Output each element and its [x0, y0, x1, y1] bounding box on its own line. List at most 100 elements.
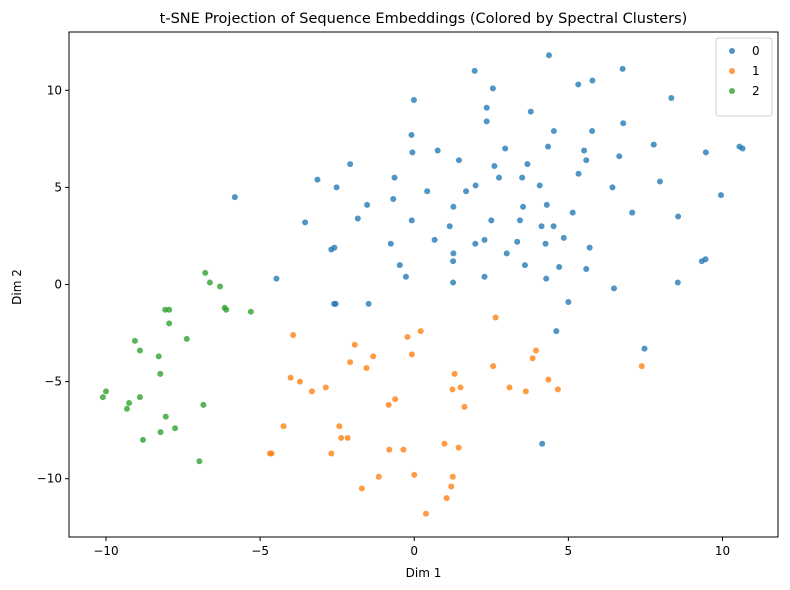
point-cluster-0-45: [450, 203, 457, 210]
point-cluster-0-36: [472, 182, 479, 189]
point-cluster-0-24: [491, 163, 498, 170]
point-cluster-2-10: [131, 337, 138, 344]
y-tick-label-0: −10: [37, 472, 62, 486]
point-cluster-0-57: [446, 223, 453, 230]
point-cluster-0-92: [539, 440, 546, 447]
legend-box: [715, 37, 773, 117]
point-cluster-0-72: [521, 262, 528, 269]
point-cluster-0-89: [565, 298, 572, 305]
point-cluster-0-84: [674, 279, 681, 286]
point-cluster-2-23: [139, 436, 146, 443]
point-cluster-2-11: [136, 347, 143, 354]
x-axis-label: Dim 1: [406, 566, 442, 580]
point-cluster-0-4: [589, 77, 596, 84]
legend-label-1: 1: [752, 64, 760, 78]
point-cluster-0-43: [364, 201, 371, 208]
point-cluster-0-77: [556, 264, 563, 271]
point-cluster-0-54: [569, 209, 576, 216]
point-cluster-0-38: [424, 188, 431, 195]
point-cluster-0-88: [365, 300, 372, 307]
point-cluster-1-23: [554, 386, 561, 393]
point-cluster-1-39: [411, 471, 418, 478]
point-cluster-1-43: [443, 495, 450, 502]
point-cluster-0-19: [650, 141, 657, 148]
point-cluster-0-6: [410, 96, 417, 103]
point-cluster-2-1: [206, 279, 213, 286]
point-cluster-2-8: [166, 320, 173, 327]
point-cluster-0-30: [314, 176, 321, 183]
point-cluster-0-76: [702, 256, 709, 263]
point-cluster-2-20: [162, 413, 169, 420]
point-cluster-0-28: [702, 149, 709, 156]
point-cluster-1-7: [370, 353, 377, 360]
point-cluster-0-59: [550, 223, 557, 230]
point-cluster-0-73: [450, 258, 457, 265]
point-cluster-1-37: [455, 444, 462, 451]
point-cluster-0-47: [543, 201, 550, 208]
point-cluster-0-58: [538, 223, 545, 230]
point-cluster-1-4: [351, 341, 358, 348]
point-cluster-1-35: [400, 446, 407, 453]
point-cluster-1-3: [492, 314, 499, 321]
point-cluster-0-26: [583, 157, 590, 164]
point-cluster-2-17: [126, 399, 133, 406]
point-cluster-1-33: [328, 450, 335, 457]
point-cluster-0-22: [409, 149, 416, 156]
point-cluster-0-68: [328, 246, 335, 253]
x-tick-label-4: 10: [715, 544, 730, 558]
point-cluster-1-20: [506, 384, 513, 391]
point-cluster-2-22: [157, 429, 164, 436]
x-tick-label-1: −5: [251, 544, 269, 558]
point-cluster-0-83: [450, 279, 457, 286]
legend-marker-0: [729, 48, 735, 54]
point-cluster-1-6: [347, 359, 354, 366]
point-cluster-2-12: [155, 353, 162, 360]
point-cluster-0-85: [611, 285, 618, 292]
point-cluster-0-82: [543, 275, 550, 282]
point-cluster-0-5: [619, 65, 626, 72]
point-cluster-0-63: [514, 238, 521, 245]
point-cluster-0-7: [483, 104, 490, 111]
point-cluster-1-42: [448, 483, 455, 490]
point-cluster-0-64: [560, 234, 567, 241]
point-cluster-1-27: [280, 423, 287, 430]
point-cluster-1-22: [545, 376, 552, 383]
point-cluster-0-18: [581, 147, 588, 154]
x-tick-label-0: −10: [93, 544, 118, 558]
x-tick-label-2: 0: [410, 544, 418, 558]
x-tick-label-3: 5: [565, 544, 573, 558]
point-cluster-1-12: [451, 370, 458, 377]
point-cluster-0-53: [516, 217, 523, 224]
point-cluster-2-24: [196, 458, 203, 465]
point-cluster-0-71: [503, 250, 510, 257]
point-cluster-0-33: [519, 174, 526, 181]
point-cluster-1-14: [287, 374, 294, 381]
point-cluster-0-90: [553, 328, 560, 335]
point-cluster-1-25: [385, 401, 392, 408]
point-cluster-1-44: [422, 510, 429, 517]
point-cluster-0-60: [431, 236, 438, 243]
point-cluster-0-2: [545, 52, 552, 59]
point-cluster-1-9: [533, 347, 540, 354]
point-cluster-0-3: [575, 81, 582, 88]
point-cluster-0-50: [302, 219, 309, 226]
point-cluster-0-78: [583, 265, 590, 272]
point-cluster-1-17: [322, 384, 329, 391]
point-cluster-0-46: [520, 203, 527, 210]
point-cluster-0-1: [489, 85, 496, 92]
point-cluster-2-2: [217, 283, 224, 290]
point-cluster-0-8: [483, 118, 490, 125]
point-cluster-1-26: [461, 403, 468, 410]
point-cluster-2-18: [123, 405, 130, 412]
point-cluster-1-21: [522, 388, 529, 395]
point-cluster-2-21: [172, 425, 179, 432]
point-cluster-0-80: [402, 273, 409, 280]
point-cluster-0-12: [620, 120, 627, 127]
point-cluster-0-0: [471, 67, 478, 74]
point-cluster-2-14: [102, 388, 109, 395]
point-cluster-0-51: [408, 217, 415, 224]
point-cluster-0-40: [656, 178, 663, 185]
point-cluster-1-19: [449, 386, 456, 393]
